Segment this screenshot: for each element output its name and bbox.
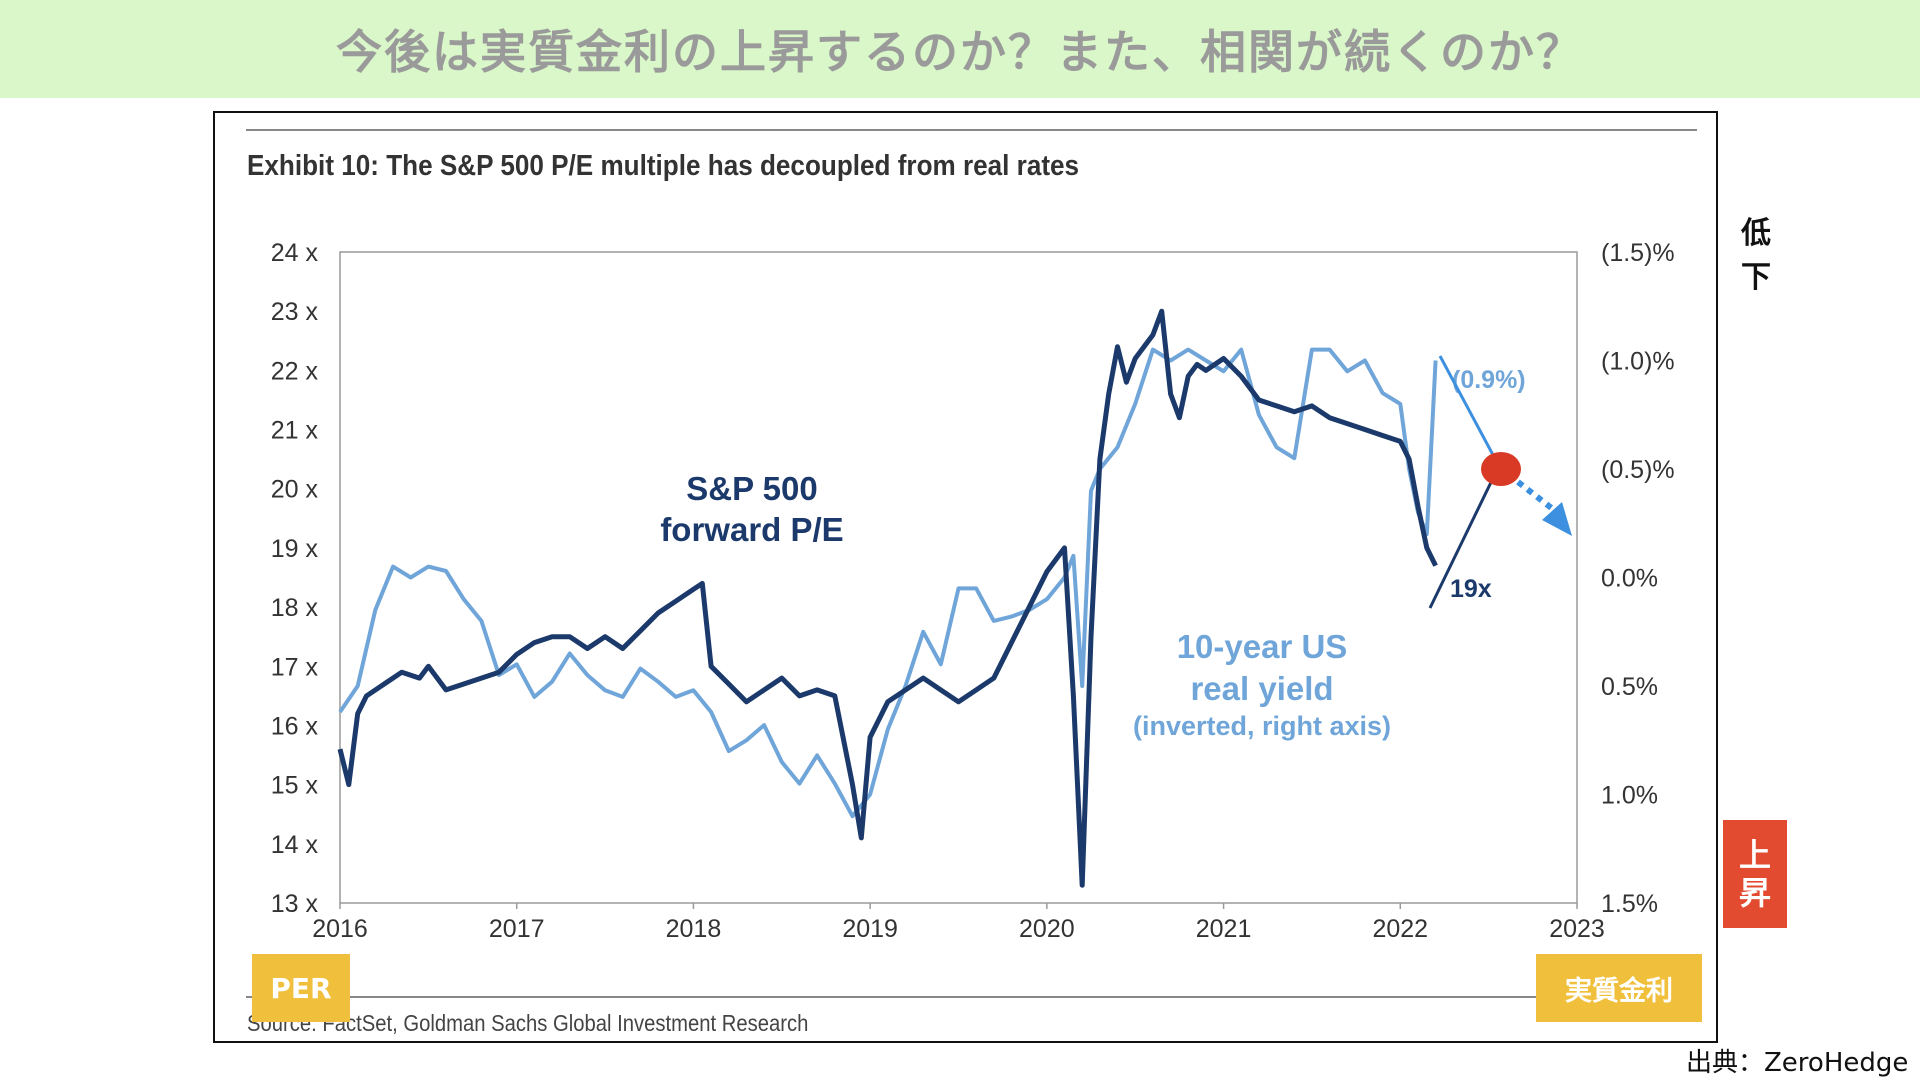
left-tick-label: 22 x bbox=[271, 357, 319, 385]
fall-label-text: 低下 bbox=[1741, 216, 1771, 295]
convergence-point bbox=[1481, 452, 1521, 486]
right-tick-label: 0.5% bbox=[1601, 673, 1658, 701]
exhibit-title: Exhibit 10: The S&P 500 P/E multiple has… bbox=[247, 150, 1080, 182]
rise-tag-text: 上昇 bbox=[1738, 835, 1771, 912]
yield-series-label: 10-year US bbox=[1177, 628, 1348, 665]
left-tick-label: 13 x bbox=[271, 890, 319, 918]
left-tick-label: 14 x bbox=[271, 831, 319, 859]
left-tick-label: 24 x bbox=[271, 239, 319, 267]
left-tick-label: 15 x bbox=[271, 772, 319, 800]
x-tick-label: 2023 bbox=[1549, 915, 1605, 943]
pe-trend-line bbox=[1428, 471, 1498, 609]
x-tick-label: 2018 bbox=[666, 915, 722, 943]
figure-frame bbox=[213, 111, 1718, 1043]
pe-series-label: forward P/E bbox=[660, 511, 843, 548]
x-tick-label: 2019 bbox=[842, 915, 898, 943]
right-tick-label: 0.0% bbox=[1601, 565, 1658, 593]
projection-arrow-head bbox=[1542, 502, 1572, 536]
left-tick-label: 17 x bbox=[271, 653, 319, 681]
plot-area bbox=[339, 251, 1578, 904]
yield-series-label: real yield bbox=[1190, 670, 1333, 707]
figure-top-rule bbox=[246, 129, 1697, 131]
top-banner: 今後は実質金利の上昇するのか？また、相関が続くのか？ bbox=[0, 0, 1920, 98]
x-tick-label: 2017 bbox=[489, 915, 545, 943]
right-tick-label: (1.0)% bbox=[1601, 348, 1675, 376]
pe-end-label: 19x bbox=[1450, 575, 1492, 603]
figure-bottom-rule bbox=[246, 996, 1697, 998]
yield-trend-line bbox=[1438, 355, 1502, 469]
banner-title: 今後は実質金利の上昇するのか？また、相関が続くのか？ bbox=[336, 25, 1584, 79]
x-tick-label: 2016 bbox=[312, 915, 368, 943]
x-tick-label: 2022 bbox=[1372, 915, 1428, 943]
right-tick-label: (0.5)% bbox=[1601, 456, 1675, 484]
right-tick-label: 1.5% bbox=[1601, 890, 1658, 918]
rise-tag: 上昇 bbox=[1723, 820, 1787, 928]
right-tick-label: 1.0% bbox=[1601, 782, 1658, 810]
yield-end-label: (0.9%) bbox=[1452, 366, 1526, 394]
credit-note: 出典：ZeroHedge bbox=[1686, 1048, 1909, 1078]
left-tick-label: 23 x bbox=[271, 298, 319, 326]
x-tick-label: 2020 bbox=[1019, 915, 1075, 943]
left-tick-label: 16 x bbox=[271, 712, 319, 740]
left-tick-label: 21 x bbox=[271, 417, 319, 445]
left-tick-label: 19 x bbox=[271, 535, 319, 563]
real-yield-series-line bbox=[338, 347, 1438, 819]
fall-label: 低下 bbox=[1736, 212, 1776, 299]
left-tick-label: 18 x bbox=[271, 594, 319, 622]
left-tick-label: 20 x bbox=[271, 476, 319, 504]
right-tick-label: (1.5)% bbox=[1601, 239, 1675, 267]
x-tick-label: 2021 bbox=[1196, 915, 1252, 943]
real-rate-tag: 実質金利 bbox=[1536, 954, 1702, 1022]
per-tag: PER bbox=[252, 954, 350, 1022]
pe-series-line bbox=[337, 308, 1438, 888]
projection-dotted-line bbox=[1516, 479, 1556, 513]
pe-series-label: S&P 500 bbox=[686, 470, 817, 507]
yield-series-sublabel: (inverted, right axis) bbox=[1133, 711, 1391, 741]
